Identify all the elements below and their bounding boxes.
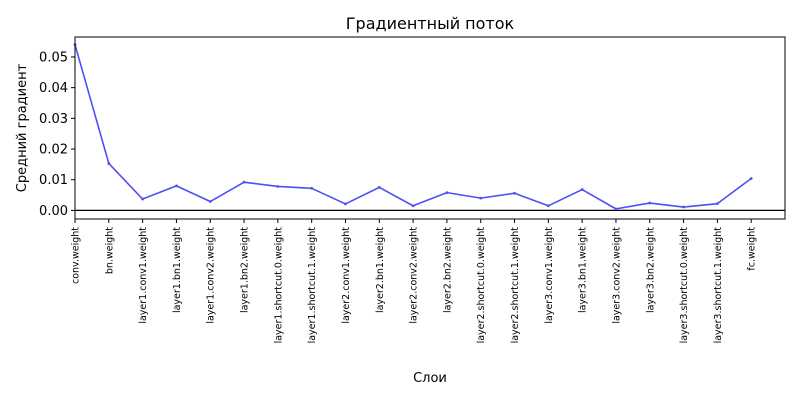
x-tick-label: layer3.shortcut.1.weight — [713, 227, 724, 344]
x-tick-label: layer1.bn1.weight — [172, 227, 183, 313]
y-axis-label: Средний градиент — [15, 63, 30, 192]
data-point — [344, 202, 347, 206]
data-point — [715, 202, 719, 206]
plot-frame — [74, 36, 786, 220]
y-tick-label: 0.00 — [39, 204, 68, 219]
data-point — [411, 204, 415, 208]
x-tick-label: layer1.conv1.weight — [138, 227, 149, 324]
data-point — [648, 201, 652, 205]
x-axis-label: Слои — [413, 371, 447, 386]
data-point — [310, 186, 314, 190]
y-tick-label: 0.01 — [39, 173, 68, 188]
x-tick-label: layer2.shortcut.1.weight — [510, 227, 521, 344]
x-tick-label: layer1.conv2.weight — [206, 227, 217, 324]
x-tick-label: layer2.shortcut.0.weight — [476, 227, 487, 344]
data-point — [546, 204, 550, 208]
data-point — [141, 197, 145, 201]
data-point — [377, 185, 381, 189]
y-tick-label: 0.03 — [39, 112, 68, 127]
x-tick-label: conv.weight — [71, 227, 82, 284]
x-tick-label: layer3.bn2.weight — [645, 227, 656, 313]
data-point — [513, 191, 516, 195]
x-tick-label: fc.weight — [747, 227, 758, 271]
data-point — [276, 185, 280, 188]
data-point — [107, 162, 111, 165]
y-tick-label: 0.05 — [39, 50, 68, 65]
series-line-0 — [74, 44, 752, 210]
x-axis: conv.weight bn.weight layer1.conv1.weight l… — [71, 219, 758, 343]
y-axis: 0.00 0.01 0.02 0.03 0.04 0.05 — [39, 50, 75, 219]
x-tick-label: layer1.bn2.weight — [240, 227, 251, 313]
x-tick-label: layer3.shortcut.0.weight — [679, 227, 690, 344]
data-point — [242, 180, 246, 184]
y-tick-label: 0.02 — [39, 143, 68, 158]
data-point — [445, 191, 449, 195]
x-tick-label: layer2.conv2.weight — [409, 227, 420, 324]
data-point — [208, 200, 212, 203]
data-point — [175, 184, 178, 188]
data-point — [479, 196, 483, 200]
x-tick-label: layer1.shortcut.1.weight — [307, 227, 318, 344]
x-tick-label: layer3.bn1.weight — [578, 227, 589, 313]
x-tick-label: layer2.bn1.weight — [375, 227, 386, 313]
plot-area — [73, 36, 786, 220]
x-tick-label: layer2.conv1.weight — [341, 227, 352, 324]
chart-title: Градиентный поток — [346, 14, 515, 33]
x-tick-label: layer2.bn2.weight — [442, 227, 453, 313]
data-point — [580, 188, 584, 191]
y-tick-label: 0.04 — [39, 81, 68, 96]
data-point — [749, 177, 753, 180]
x-tick-label: layer1.shortcut.0.weight — [273, 227, 284, 344]
data-point — [614, 207, 618, 211]
data-point — [682, 205, 685, 209]
x-tick-label: layer3.conv1.weight — [544, 227, 555, 324]
x-tick-label: layer3.conv2.weight — [611, 227, 622, 324]
x-tick-label: bn.weight — [104, 227, 115, 274]
